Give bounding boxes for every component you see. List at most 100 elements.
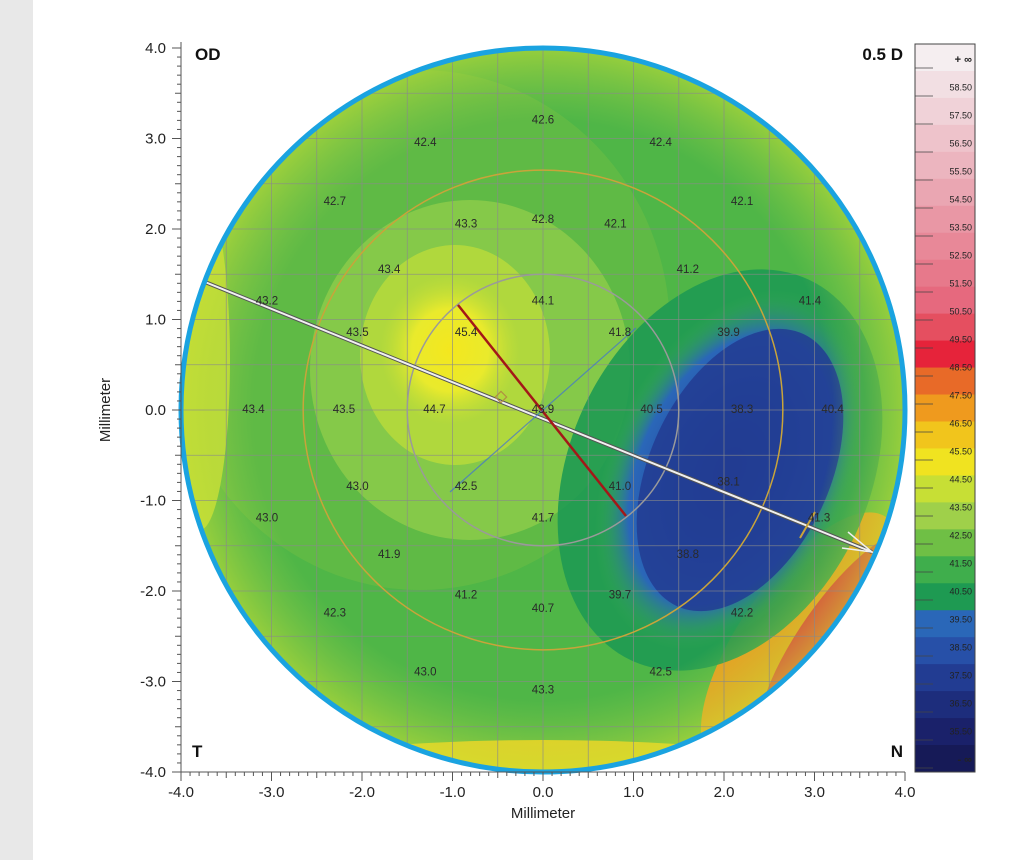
curvature-value: 39.9 <box>717 327 739 339</box>
y-tick-label: 4.0 <box>145 40 166 57</box>
x-tick-label: 4.0 <box>895 784 916 801</box>
y-tick-label: 2.0 <box>145 221 166 238</box>
zone-ring-5mm <box>302 169 784 651</box>
color-scale-swatch <box>915 394 975 422</box>
curvature-value: 41.2 <box>677 264 699 276</box>
color-scale-label: 40.50 <box>949 586 972 596</box>
curvature-value: 42.5 <box>455 481 477 493</box>
color-scale-label: 47.50 <box>949 390 972 400</box>
color-scale-swatch <box>915 44 975 72</box>
color-scale-swatch <box>915 340 975 369</box>
color-scale-label: 43.50 <box>949 502 972 512</box>
curvature-value: 41.9 <box>378 549 400 561</box>
color-scale-label: 36.50 <box>949 698 972 708</box>
x-axis-title: Millimeter <box>511 805 575 822</box>
color-scale-swatch <box>915 178 975 207</box>
curvature-value: 43.4 <box>378 264 401 276</box>
color-scale-label: 39.50 <box>949 614 972 624</box>
horizontal-meridian <box>204 281 873 553</box>
color-scale-swatch <box>915 232 975 261</box>
x-tick-label: 0.0 <box>533 784 554 801</box>
color-scale-label: - ∞ <box>957 754 972 766</box>
color-scale-swatch <box>915 448 975 476</box>
x-tick-label: 2.0 <box>714 784 735 801</box>
color-scale-swatch <box>915 637 975 665</box>
color-scale-label: 52.50 <box>949 250 972 260</box>
color-scale-swatch <box>915 313 975 342</box>
color-scale-swatch <box>915 475 975 503</box>
x-tick-label: -4.0 <box>168 784 194 801</box>
pupil-center-marker <box>494 390 508 404</box>
curvature-value: 43.0 <box>346 481 368 493</box>
curvature-value: 43.4 <box>242 404 265 416</box>
curvature-value: 42.3 <box>324 608 346 620</box>
curvature-value: 43.5 <box>346 327 368 339</box>
color-scale-label: 57.50 <box>949 110 972 120</box>
zone-ring-3mm <box>406 273 680 547</box>
x-tick-label: 1.0 <box>623 784 644 801</box>
color-scale-label: 37.50 <box>949 670 972 680</box>
y-tick-label: 1.0 <box>145 312 166 329</box>
y-tick-label: -4.0 <box>140 764 166 781</box>
x-tick-labels: -4.0 -3.0 -2.0 -1.0 0.0 1.0 2.0 3.0 4.0 <box>168 784 915 801</box>
curvature-value: 42.8 <box>532 214 554 226</box>
y-axis-title: Millimeter <box>97 378 114 442</box>
color-scale-label: 41.50 <box>949 558 972 568</box>
temporal-label: T <box>192 742 203 761</box>
curvature-value: 43.3 <box>455 219 477 231</box>
curvature-value: 41.3 <box>808 513 830 525</box>
color-scale-label: 56.50 <box>949 138 972 148</box>
nasal-label: N <box>891 742 903 761</box>
curvature-value: 43.0 <box>256 513 278 525</box>
curvature-value: 42.4 <box>649 137 672 149</box>
curvature-value: 42.5 <box>649 666 671 678</box>
color-scale-label: 49.50 <box>949 334 972 344</box>
curvature-value: 42.2 <box>731 608 753 620</box>
y-tick-label: -1.0 <box>140 493 166 510</box>
color-scale-swatch <box>915 97 975 126</box>
curvature-value: 42.4 <box>414 137 437 149</box>
color-scale-label: 53.50 <box>949 222 972 232</box>
curvature-value: 45.4 <box>455 327 478 339</box>
color-scale-swatch <box>915 151 975 180</box>
x-tick-label: -1.0 <box>440 784 466 801</box>
axes: -4.0 -3.0 -2.0 -1.0 0.0 1.0 2.0 3.0 4.0 4.0 3.0 2.… <box>97 40 915 822</box>
color-scale-label: 44.50 <box>949 474 972 484</box>
curvature-value: 42.6 <box>532 114 554 126</box>
minor-ticks <box>172 47 906 781</box>
curvature-value: 39.7 <box>609 590 631 602</box>
curvature-value: 43.5 <box>333 404 355 416</box>
meridian-arrowhead <box>841 531 875 554</box>
color-scale-label: 42.50 <box>949 530 972 540</box>
meridian-tick-mark <box>799 511 816 539</box>
y-tick-label: -2.0 <box>140 583 166 600</box>
y-tick-label: -3.0 <box>140 674 166 691</box>
color-scale-swatch <box>915 610 975 638</box>
curvature-value: 40.4 <box>821 404 844 416</box>
color-scale-swatch <box>915 286 975 315</box>
curvature-value: 38.1 <box>717 476 739 488</box>
curvature-value: 43.3 <box>532 685 554 697</box>
color-scale-label: 51.50 <box>949 278 972 288</box>
color-scale-label: 48.50 <box>949 362 972 372</box>
color-scale-swatch <box>915 583 975 611</box>
color-scale-swatch <box>915 664 975 692</box>
curvature-value-labels: 42.6 42.4 42.4 42.7 43.3 42.8 42.1 42.1 43.4 41.2… <box>242 114 844 696</box>
curvature-value: 40.5 <box>640 404 662 416</box>
color-scale-swatch <box>915 556 975 584</box>
curvature-value: 42.1 <box>604 219 626 231</box>
curvature-value: 44.7 <box>423 404 445 416</box>
curvature-value: 38.8 <box>677 549 699 561</box>
x-tick-label: -3.0 <box>259 784 285 801</box>
color-scale-swatch <box>915 718 975 746</box>
color-scale-label: 55.50 <box>949 166 972 176</box>
color-scale-label: + ∞ <box>955 54 972 66</box>
curvature-value: 41.0 <box>609 481 631 493</box>
color-scale-swatch <box>915 124 975 153</box>
color-scale-swatch <box>915 205 975 234</box>
color-scale-swatch <box>915 367 975 396</box>
y-tick-label: 0.0 <box>145 402 166 419</box>
color-scale-swatch <box>915 421 975 449</box>
curvature-value: 42.7 <box>324 196 346 208</box>
